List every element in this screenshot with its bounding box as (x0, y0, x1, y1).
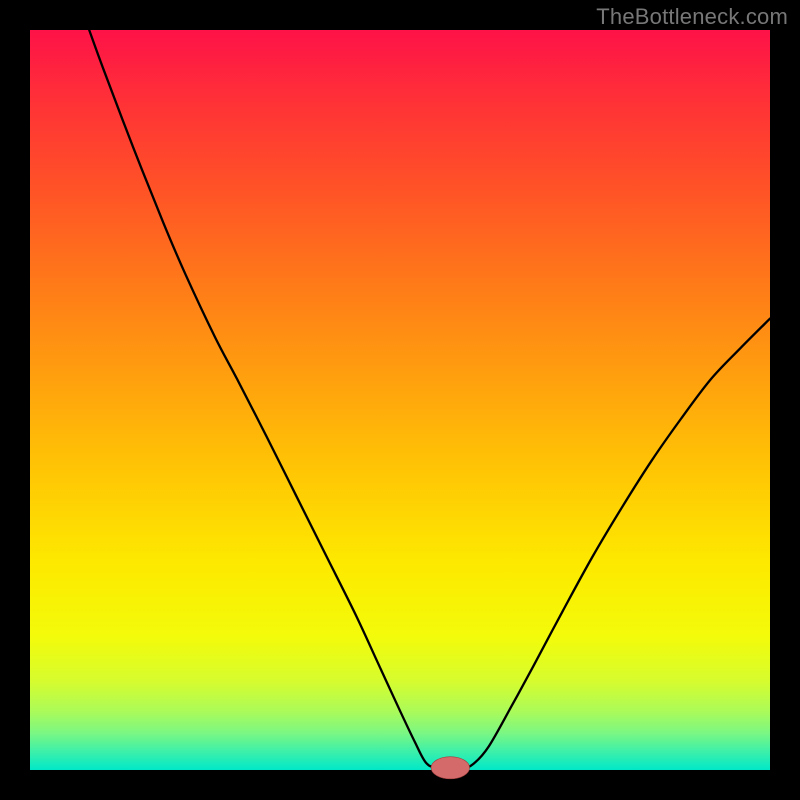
optimum-marker (431, 757, 469, 779)
watermark-text: TheBottleneck.com (596, 4, 788, 30)
bottleneck-chart (0, 0, 800, 800)
plot-background (30, 30, 770, 770)
